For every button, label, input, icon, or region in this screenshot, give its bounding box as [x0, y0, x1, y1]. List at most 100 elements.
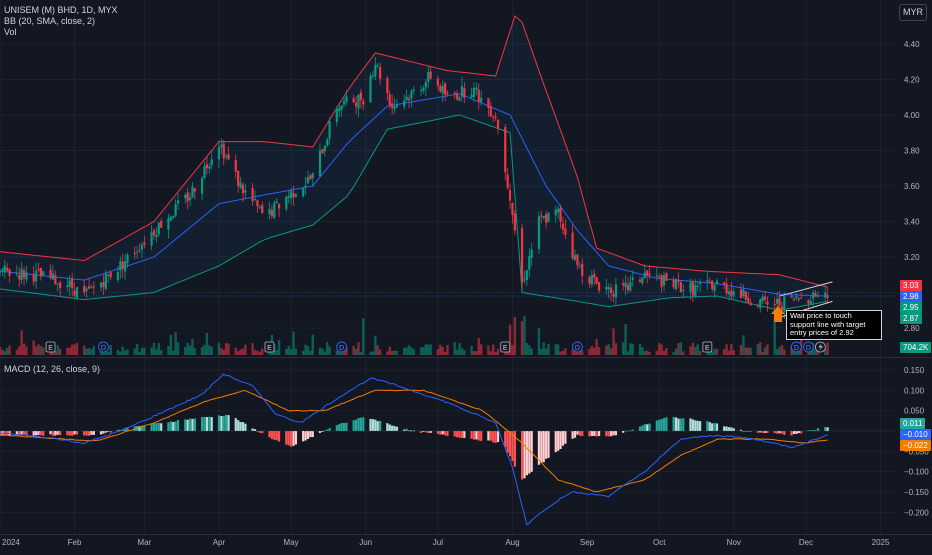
candle [453, 91, 456, 100]
macd-histogram-bar [340, 423, 343, 431]
candle [253, 190, 257, 202]
volume-bar [496, 348, 500, 355]
volume-bar [285, 348, 288, 355]
dividend-marker[interactable]: D [790, 341, 802, 353]
volume-bar [239, 349, 242, 355]
time-axis[interactable]: 2024 Feb Mar Apr May Jun Jul Aug Sep Oct Nov Dec 202… [2, 538, 890, 547]
volume-bar [357, 342, 360, 355]
candle [208, 163, 211, 174]
volume-bar [169, 334, 173, 355]
candle [711, 280, 714, 292]
resistance-trendline[interactable] [779, 281, 833, 297]
earnings-marker[interactable]: E [264, 341, 275, 353]
candle [138, 243, 141, 253]
candle [191, 182, 194, 199]
macd-histogram-bar [244, 423, 247, 431]
candle [371, 70, 375, 79]
candle [800, 291, 803, 299]
volume-bar [624, 323, 627, 355]
volume-bar [730, 344, 733, 355]
time-tick-label: Feb [68, 538, 82, 547]
macd-histogram-bar [227, 415, 230, 431]
candle [407, 94, 411, 109]
volume-bar [436, 349, 440, 355]
candle [783, 292, 786, 320]
volume-bar [475, 351, 478, 355]
volume-bar [727, 350, 731, 355]
candle [648, 265, 651, 279]
macd-histogram-bar [662, 417, 666, 431]
macd-histogram-bar [597, 431, 601, 436]
macd-histogram-bar [708, 422, 711, 431]
volume-bar [662, 350, 666, 355]
candle [340, 105, 343, 117]
macd-histogram-bar [109, 431, 112, 433]
candle [694, 279, 697, 298]
volume-bar [32, 340, 35, 355]
volume-bar [51, 350, 55, 355]
macd-histogram-bar [776, 431, 779, 434]
volume-bar [742, 335, 745, 355]
dividend-marker[interactable]: D [336, 341, 348, 353]
lightning-icon[interactable] [815, 341, 826, 353]
macd-histogram-bar [545, 431, 548, 459]
macd-histogram-bar [557, 431, 560, 451]
macd-histogram-bar [646, 424, 649, 431]
candle [294, 192, 298, 198]
volume-bar [42, 347, 45, 355]
volume-bar [775, 349, 779, 355]
macd-histogram-bar [155, 423, 158, 431]
macd-histogram-bar [237, 420, 240, 431]
candle [102, 274, 105, 295]
time-tick-label: Mar [137, 538, 151, 547]
volume-bar [674, 348, 678, 355]
macd-histogram-bar [18, 431, 21, 436]
svg-text:D: D [339, 345, 344, 352]
macd-signal-line [0, 389, 828, 493]
volume-bar [588, 348, 591, 355]
volume-bar [121, 346, 124, 355]
candle [395, 99, 399, 108]
macd-histogram-bar [463, 431, 466, 438]
candle [217, 140, 221, 169]
macd-histogram-bar [357, 418, 360, 431]
candle [573, 249, 577, 261]
candle [59, 280, 62, 297]
dividend-marker[interactable]: D [571, 341, 583, 353]
price-tick-label: 3.40 [904, 218, 920, 227]
candle [557, 205, 560, 219]
macd-histogram-bar [261, 431, 264, 434]
candle [386, 76, 389, 101]
candle [607, 283, 610, 299]
candle [157, 222, 160, 237]
volume-bar [90, 349, 93, 355]
currency-button[interactable]: MYR [899, 4, 927, 21]
volume-bar [621, 342, 625, 355]
macd-histogram-bar [160, 423, 163, 431]
volume-bar [253, 349, 257, 355]
macd-histogram-bar [251, 428, 254, 431]
earnings-marker[interactable]: E [500, 341, 511, 353]
dividend-marker[interactable]: D [98, 341, 109, 353]
candle [605, 279, 608, 295]
macd-histogram-bar [338, 424, 341, 431]
volume-bar [371, 351, 375, 355]
macd-histogram-bar [391, 425, 394, 431]
candle [655, 267, 658, 281]
macd-histogram-bar [92, 431, 95, 435]
volume-bar [18, 346, 21, 355]
macd-histogram-bar [191, 418, 194, 431]
volume-bar [376, 345, 379, 355]
earnings-marker[interactable]: E [45, 341, 56, 353]
candle [742, 284, 745, 299]
macd-histogram-bar [542, 431, 545, 463]
dividend-marker[interactable]: D [802, 341, 814, 353]
earnings-marker[interactable]: E [702, 341, 713, 353]
volume-bar [694, 346, 697, 355]
volume-bar [217, 342, 221, 355]
volume-bar [427, 344, 430, 355]
macd-histogram-bar [157, 422, 160, 431]
candle [176, 193, 180, 210]
candle [696, 281, 699, 292]
